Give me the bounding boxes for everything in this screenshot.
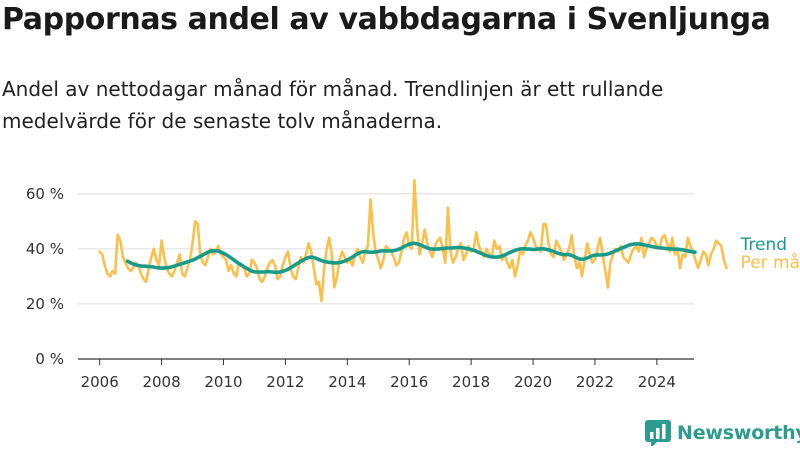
monthly-series-line [98,178,728,303]
trend-series-line [125,241,697,275]
x-tick-label: 2022 [576,373,614,391]
x-tick-label: 2012 [266,373,304,391]
x-tick-label: 2010 [204,373,242,391]
x-tick-label: 2016 [390,373,428,391]
brand-name: Newsworthy [677,422,800,444]
series-lines [98,178,728,303]
x-tick-label: 2020 [514,373,552,391]
y-tick-label: 0 % [35,350,64,368]
y-tick-label: 20 % [26,295,64,313]
y-tick-label: 60 % [26,185,64,203]
series-label-trend: Trend [740,235,788,255]
x-tick-label: 2014 [328,373,366,391]
axes: 0 % 20 % 40 % 60 % 2006 2008 2010 2012 2014 2016 2… [26,185,676,391]
x-tick-label: 2006 [81,373,119,391]
page-title: Pappornas andel av vabbdagarna i Svenlju… [2,2,771,37]
y-tick-label: 40 % [26,240,64,258]
x-tick-label: 2024 [638,373,676,391]
page-subtitle: Andel av nettodagar månad för månad. Tre… [2,77,664,133]
bar-chart-logo-icon [645,420,671,446]
series-label-per-manad: Per månad [741,252,800,273]
newsworthy-logo: Newsworthy [645,420,800,446]
x-tick-label: 2018 [452,373,490,391]
x-tick-label: 2008 [142,373,180,391]
